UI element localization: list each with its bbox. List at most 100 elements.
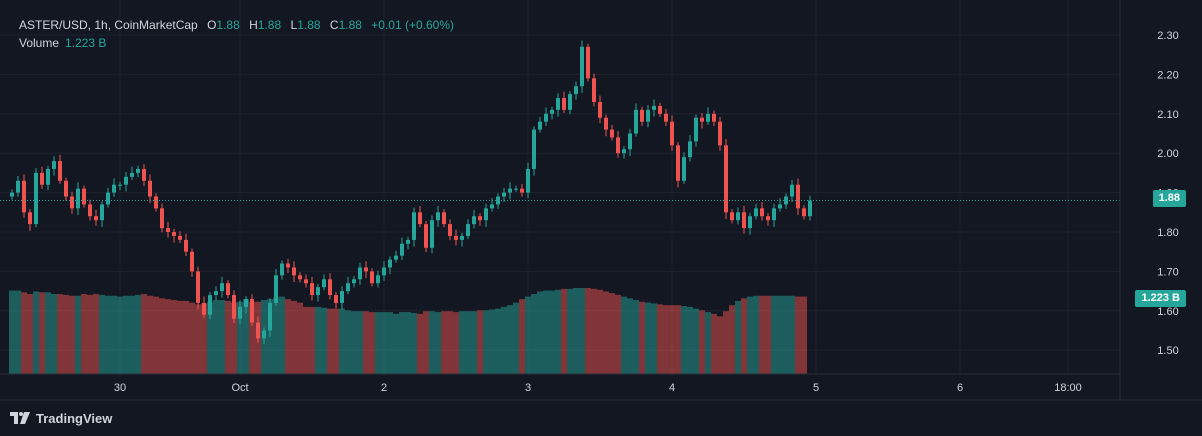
- volume-bar: [339, 308, 345, 374]
- time-tick-label: 30: [114, 382, 126, 394]
- volume-bar: [279, 296, 285, 374]
- candle-body: [748, 216, 752, 229]
- candle-body: [592, 78, 596, 102]
- volume-bar: [309, 306, 315, 374]
- price-tick-label: 1.60: [1157, 306, 1178, 318]
- volume-bar: [795, 296, 801, 374]
- volume-bar: [489, 309, 495, 374]
- candle-body: [160, 208, 164, 229]
- volume-bar: [495, 308, 501, 374]
- volume-bar: [315, 306, 321, 374]
- volume-bar: [99, 294, 105, 374]
- volume-bar: [159, 298, 165, 374]
- candle-body: [406, 239, 410, 244]
- candle-body: [664, 113, 668, 122]
- candle-body: [676, 145, 680, 181]
- candle-body: [70, 196, 74, 209]
- candle-body: [82, 188, 86, 205]
- high-label: H: [249, 18, 258, 32]
- volume-bar: [459, 311, 465, 374]
- volume-bar: [423, 311, 429, 374]
- candle-body: [760, 208, 764, 217]
- candle-body: [172, 232, 176, 236]
- candle-body: [340, 291, 344, 303]
- volume-bar: [543, 290, 549, 374]
- volume-bar: [747, 296, 753, 374]
- candle-body: [292, 267, 296, 276]
- candle-body: [124, 176, 128, 185]
- volume-bar: [285, 299, 291, 374]
- volume-bar: [657, 304, 663, 374]
- candle-body: [376, 275, 380, 284]
- volume-bar: [597, 289, 603, 374]
- volume-bar: [525, 296, 531, 374]
- volume-bar: [555, 289, 561, 374]
- volume-bar: [117, 296, 123, 374]
- open-label: O: [207, 18, 217, 32]
- candle-body: [130, 172, 134, 177]
- volume-bar: [711, 313, 717, 374]
- volume-bar: [429, 311, 435, 374]
- candle-body: [358, 267, 362, 280]
- candle-body: [736, 212, 740, 221]
- candle-body: [688, 141, 692, 158]
- candle-body: [628, 133, 632, 150]
- candle-body: [478, 216, 482, 221]
- candle-body: [88, 204, 92, 217]
- volume-bar: [213, 300, 219, 374]
- volume-bar: [369, 312, 375, 374]
- volume-bar: [627, 298, 633, 374]
- volume-bar: [633, 300, 639, 374]
- time-tick-label: 2: [381, 382, 387, 394]
- candle-body: [562, 98, 566, 110]
- candle-body: [724, 145, 728, 213]
- symbol-label[interactable]: ASTER/USD, 1h, CoinMarketCap: [19, 18, 198, 32]
- time-axis[interactable]: 30 Oct 2 3 4 5 6 18:00: [114, 382, 1082, 394]
- volume-bar: [297, 302, 303, 374]
- volume-bar: [507, 305, 513, 374]
- volume-bar: [579, 288, 585, 374]
- candle-body: [166, 228, 170, 232]
- candle-body: [274, 275, 278, 303]
- candle-body: [10, 192, 14, 197]
- candle-body: [520, 188, 524, 193]
- time-tick-label: 18:00: [1054, 382, 1082, 394]
- volume-bar: [39, 292, 45, 374]
- volume-value: 1.223 B: [65, 36, 107, 50]
- volume-bar: [183, 300, 189, 374]
- volume-bar: [237, 301, 243, 374]
- candle-body: [16, 180, 20, 193]
- change-value: +0.01 (+0.60%): [371, 18, 454, 32]
- volume-bar: [585, 288, 591, 374]
- volume-bar: [249, 301, 255, 374]
- volume-bar: [615, 294, 621, 374]
- price-tick-label: 1.80: [1157, 227, 1178, 239]
- volume-label[interactable]: Volume: [19, 36, 60, 50]
- candle-body: [634, 109, 638, 134]
- candle-body: [208, 295, 212, 315]
- volume-bar: [387, 312, 393, 374]
- candle-body: [256, 322, 260, 339]
- candle-body: [658, 105, 662, 114]
- candle-body: [622, 149, 626, 154]
- tradingview-logo[interactable]: TradingView: [10, 408, 112, 428]
- candle-body: [610, 129, 614, 138]
- candle-body: [796, 184, 800, 209]
- volume-bar: [165, 299, 171, 374]
- candle-body: [508, 188, 512, 193]
- candle-body: [106, 192, 110, 205]
- candle-body: [538, 121, 542, 130]
- price-tick-label: 2.20: [1157, 69, 1178, 81]
- time-tick-label: 3: [525, 382, 531, 394]
- volume-bar: [27, 294, 33, 374]
- volume-bar: [63, 294, 69, 374]
- candle-body: [550, 109, 554, 114]
- volume-bar: [573, 288, 579, 374]
- time-tick-label: Oct: [231, 382, 248, 394]
- candle-body: [46, 168, 50, 185]
- candle-body: [544, 113, 548, 122]
- candle-body: [616, 137, 620, 154]
- volume-bar: [363, 311, 369, 374]
- price-tick-label: 1.70: [1157, 266, 1178, 278]
